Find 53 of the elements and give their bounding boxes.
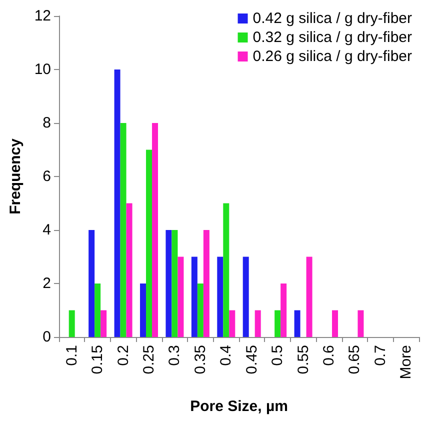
bar	[358, 310, 364, 337]
bar	[254, 310, 261, 337]
x-tick-label: 0.45	[243, 345, 260, 374]
bar	[172, 230, 178, 337]
x-tick-label: 0.25	[140, 345, 158, 374]
legend-label: 0.26 g silica / g dry-fiber	[252, 48, 412, 65]
bar	[152, 123, 158, 337]
legend-label: 0.32 g silica / g dry-fiber	[252, 29, 412, 46]
bar	[274, 310, 281, 337]
bar	[94, 284, 101, 337]
bar	[242, 256, 249, 337]
x-tick-label: 0.5	[269, 345, 286, 366]
y-tick-label: 6	[42, 168, 51, 185]
bar	[178, 256, 184, 337]
bar	[294, 310, 300, 337]
bar	[203, 230, 210, 337]
x-tick-label: 0.1	[63, 345, 80, 366]
bar	[88, 230, 95, 337]
bar	[126, 203, 132, 337]
bar	[120, 123, 126, 337]
x-tick-label: More	[398, 345, 415, 380]
bar	[229, 310, 236, 337]
x-tick-label: 0.3	[166, 345, 184, 366]
y-axis-title: Frequency	[7, 138, 24, 214]
y-tick-label: 10	[34, 61, 51, 78]
x-tick-label: 0.2	[114, 345, 132, 366]
x-tick-label: 0.55	[294, 345, 312, 374]
x-tick-label: 0.35	[192, 345, 209, 374]
x-tick-label: 0.4	[218, 345, 235, 366]
bar	[68, 310, 75, 337]
bar	[191, 256, 198, 337]
y-tick-label: 0	[42, 328, 51, 346]
x-tick-label: 0.15	[89, 345, 106, 374]
x-tick-label: 0.65	[346, 345, 364, 374]
bar	[217, 256, 224, 337]
y-tick-label: 4	[42, 222, 51, 238]
y-tick-label: 12	[34, 8, 51, 24]
bar	[100, 310, 107, 337]
bar	[146, 150, 152, 337]
bar	[223, 203, 230, 337]
x-axis-title: Pore Size, µm	[190, 398, 288, 415]
bar	[197, 284, 204, 337]
y-tick-label: 2	[42, 275, 51, 292]
y-tick-label: 8	[42, 114, 51, 132]
bar	[114, 70, 120, 337]
bar	[140, 284, 146, 337]
bar	[166, 230, 172, 337]
bar	[332, 310, 338, 337]
x-tick-label: 0.6	[320, 345, 338, 366]
bar	[280, 284, 287, 337]
x-tick-label: 0.7	[372, 345, 389, 366]
bar	[306, 256, 312, 337]
legend-label: 0.42 g silica / g dry-fiber	[252, 10, 412, 27]
